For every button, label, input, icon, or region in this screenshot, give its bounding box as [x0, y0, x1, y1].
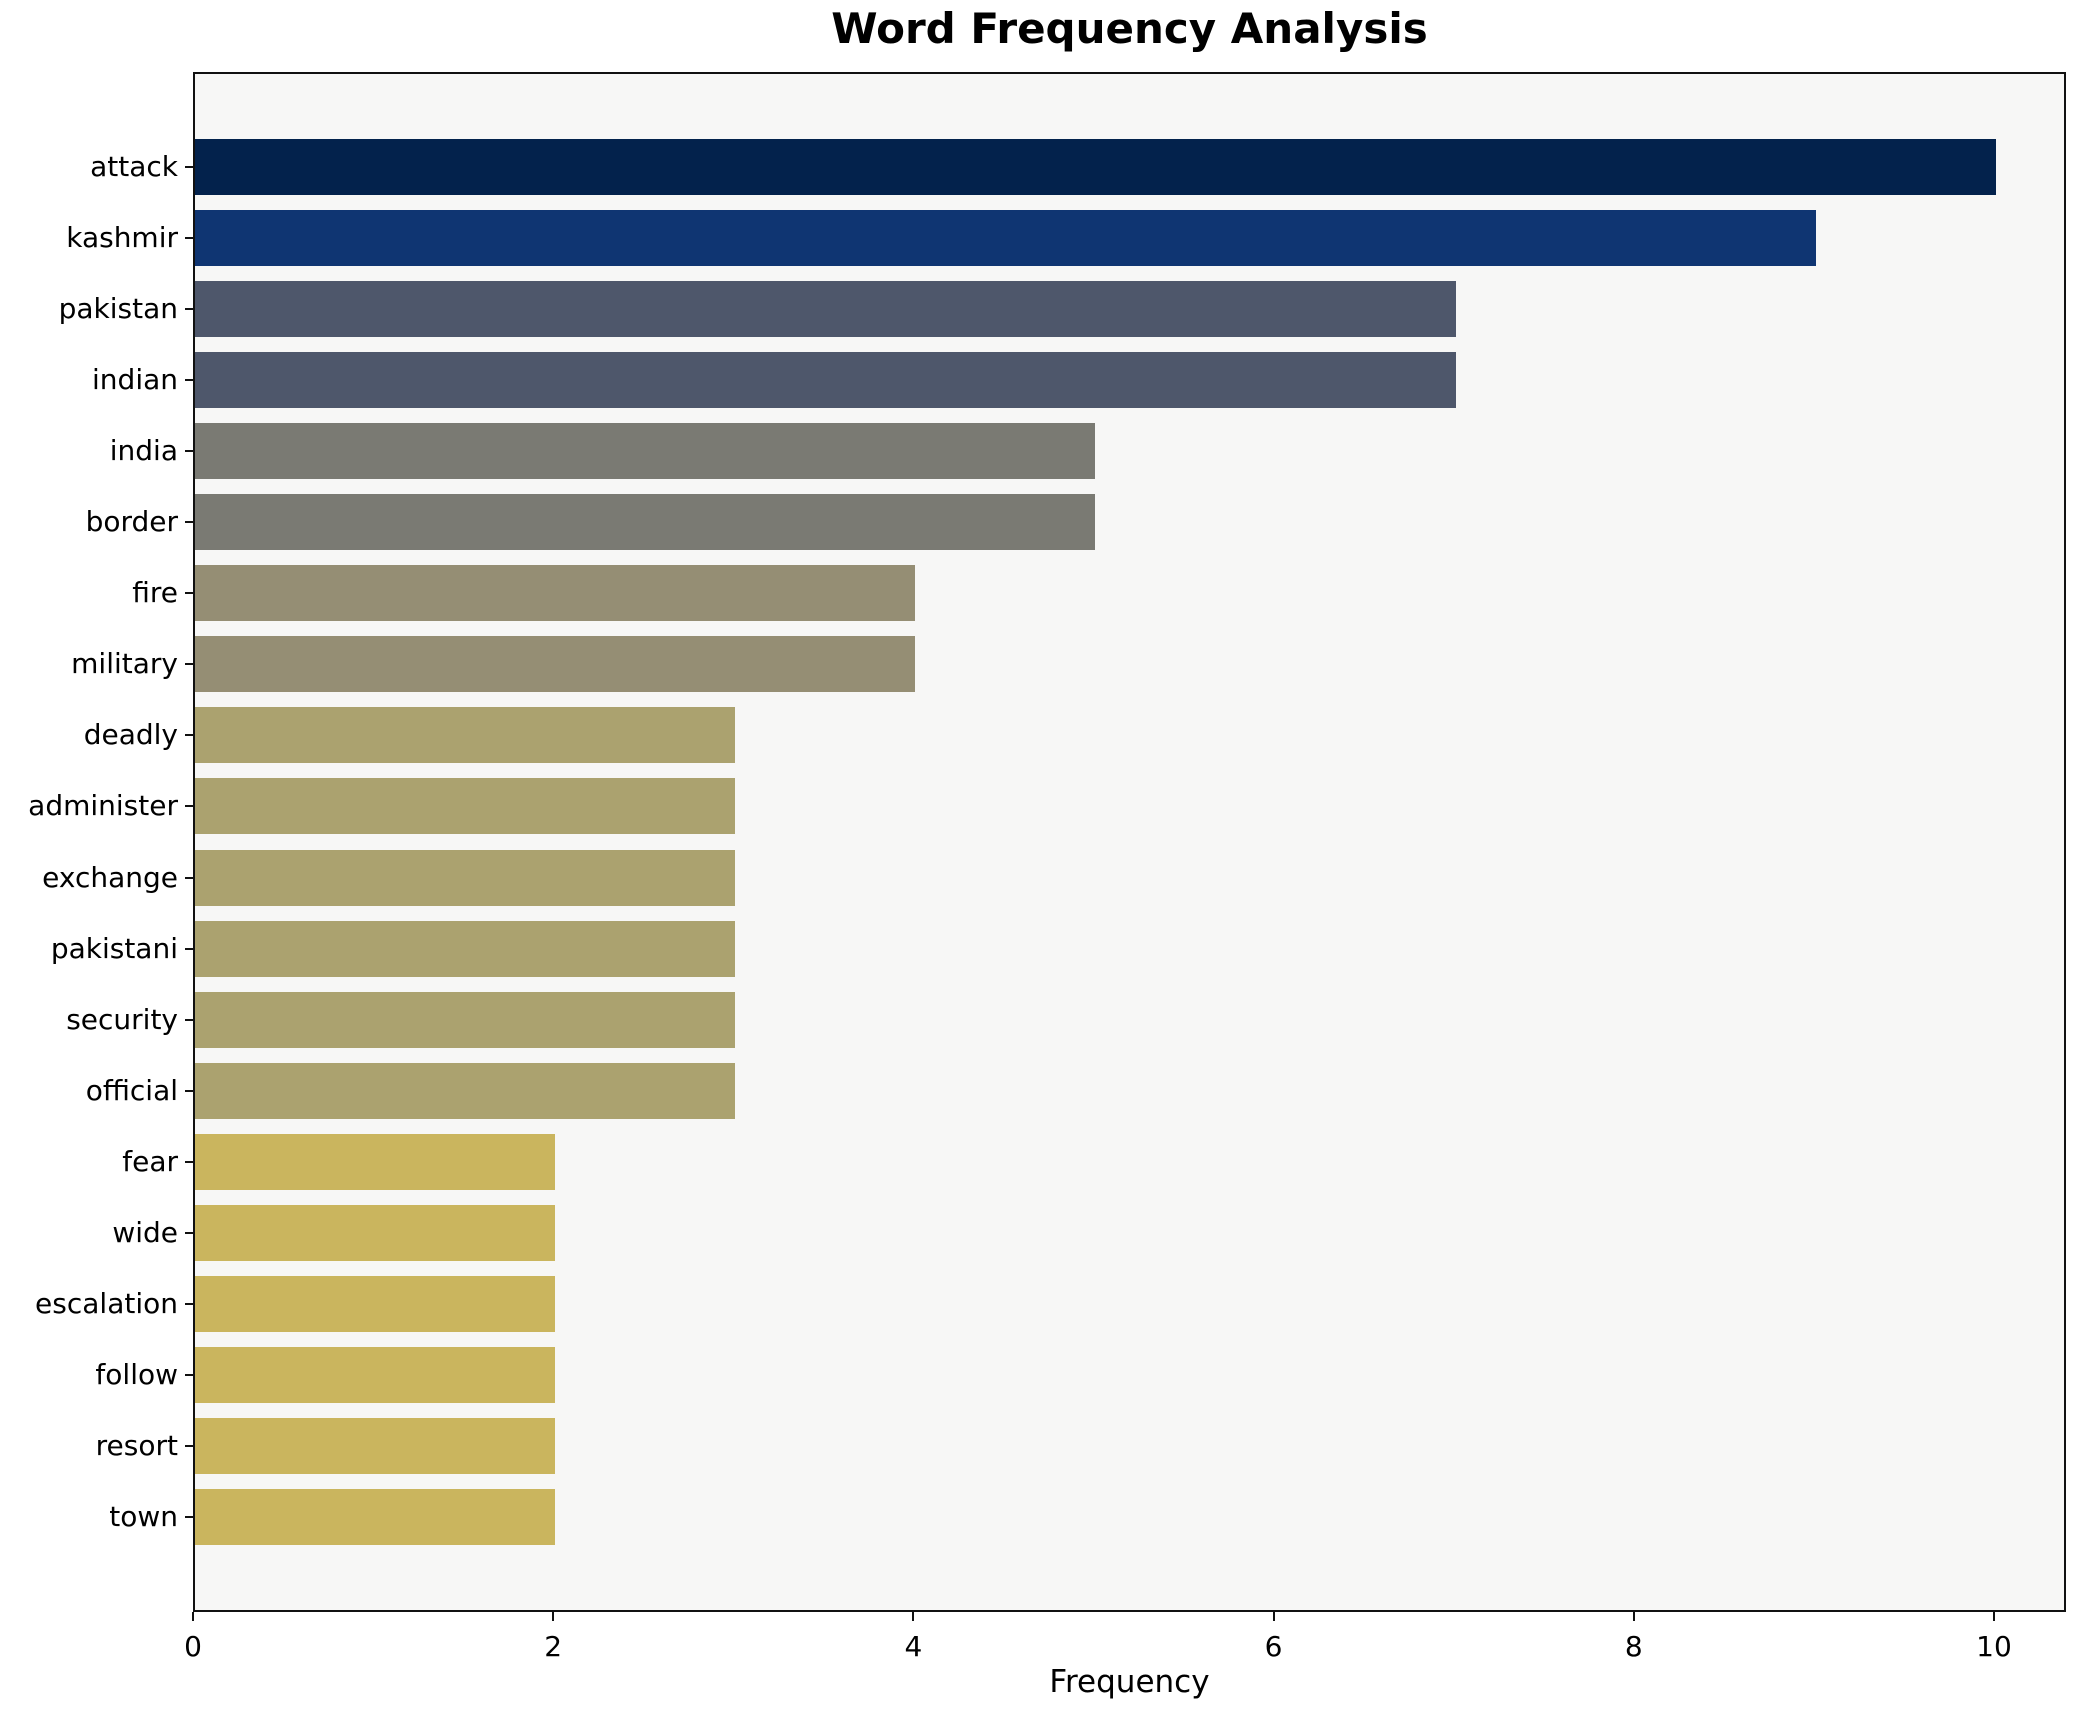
- y-tick-label-indian: indian: [92, 363, 178, 397]
- bar-attack: [195, 139, 1996, 195]
- y-tick-mark: [185, 379, 193, 382]
- bar-follow: [195, 1346, 556, 1403]
- y-tick-label-attack: attack: [90, 150, 178, 183]
- bar-administer: [195, 778, 736, 835]
- y-tick-mark: [185, 166, 193, 168]
- y-tick-label-follow: follow: [95, 1357, 178, 1391]
- x-tick-label-8: 8: [1624, 1630, 1643, 1663]
- y-tick-mark: [185, 947, 193, 950]
- x-tick-mark: [552, 1612, 555, 1621]
- x-tick-label-0: 0: [184, 1630, 202, 1663]
- bar-india: [195, 423, 1096, 480]
- y-tick-mark: [185, 308, 193, 311]
- y-tick-mark: [185, 1516, 193, 1518]
- x-tick-mark: [1632, 1612, 1635, 1621]
- x-tick-mark: [192, 1612, 194, 1621]
- y-tick-mark: [185, 1089, 193, 1092]
- bar-border: [195, 494, 1096, 551]
- y-tick-label-pakistani: pakistani: [50, 931, 178, 965]
- x-axis-label: Frequency: [1049, 1664, 1210, 1700]
- y-tick-label-fear: fear: [122, 1144, 178, 1178]
- y-tick-mark: [185, 1018, 193, 1021]
- plot-area: [193, 72, 2066, 1612]
- x-tick-mark: [1272, 1612, 1275, 1621]
- chart-title: Word Frequency Analysis: [831, 4, 1428, 53]
- bar-security: [195, 991, 736, 1048]
- bar-town: [195, 1489, 556, 1545]
- bar-resort: [195, 1417, 556, 1474]
- y-tick-label-resort: resort: [95, 1428, 178, 1462]
- y-tick-mark: [185, 1373, 193, 1376]
- y-tick-label-official: official: [85, 1073, 178, 1107]
- y-tick-mark: [185, 805, 193, 808]
- bar-military: [195, 636, 916, 693]
- x-tick-label-4: 4: [904, 1630, 923, 1663]
- y-tick-mark: [185, 1444, 193, 1447]
- y-tick-mark: [185, 876, 193, 879]
- y-tick-label-administer: administer: [28, 789, 178, 823]
- x-tick-label-6: 6: [1264, 1630, 1283, 1663]
- bar-indian: [195, 352, 1456, 409]
- y-tick-mark: [185, 1302, 193, 1305]
- y-tick-label-india: india: [109, 434, 178, 468]
- bar-pakistan: [195, 281, 1456, 338]
- y-tick-label-fire: fire: [132, 576, 178, 610]
- y-tick-label-exchange: exchange: [42, 860, 178, 894]
- y-tick-label-kashmir: kashmir: [66, 221, 178, 255]
- x-tick-label-10: 10: [1976, 1630, 2012, 1663]
- y-tick-mark: [185, 1231, 193, 1234]
- bar-exchange: [195, 849, 736, 906]
- bar-deadly: [195, 707, 736, 764]
- bar-fire: [195, 565, 916, 622]
- y-tick-mark: [185, 1160, 193, 1163]
- x-tick-mark: [912, 1612, 915, 1621]
- y-tick-label-escalation: escalation: [35, 1286, 178, 1320]
- bar-escalation: [195, 1275, 556, 1332]
- y-tick-label-border: border: [85, 505, 178, 539]
- bar-kashmir: [195, 210, 1816, 267]
- y-tick-label-wide: wide: [112, 1215, 178, 1249]
- y-tick-mark: [185, 663, 193, 666]
- y-tick-label-military: military: [71, 647, 178, 681]
- y-tick-mark: [185, 592, 193, 595]
- x-tick-mark: [1992, 1612, 1995, 1621]
- y-tick-mark: [185, 450, 193, 453]
- y-tick-mark: [185, 521, 193, 524]
- bar-wide: [195, 1204, 556, 1261]
- y-tick-mark: [185, 237, 193, 240]
- y-tick-label-deadly: deadly: [83, 718, 178, 752]
- y-tick-mark: [185, 734, 193, 737]
- y-tick-label-pakistan: pakistan: [58, 292, 178, 326]
- y-tick-label-security: security: [66, 1002, 178, 1036]
- bar-fear: [195, 1133, 556, 1190]
- x-tick-label-2: 2: [544, 1630, 563, 1663]
- y-tick-label-town: town: [109, 1500, 178, 1533]
- bar-pakistani: [195, 920, 736, 977]
- bar-official: [195, 1062, 736, 1119]
